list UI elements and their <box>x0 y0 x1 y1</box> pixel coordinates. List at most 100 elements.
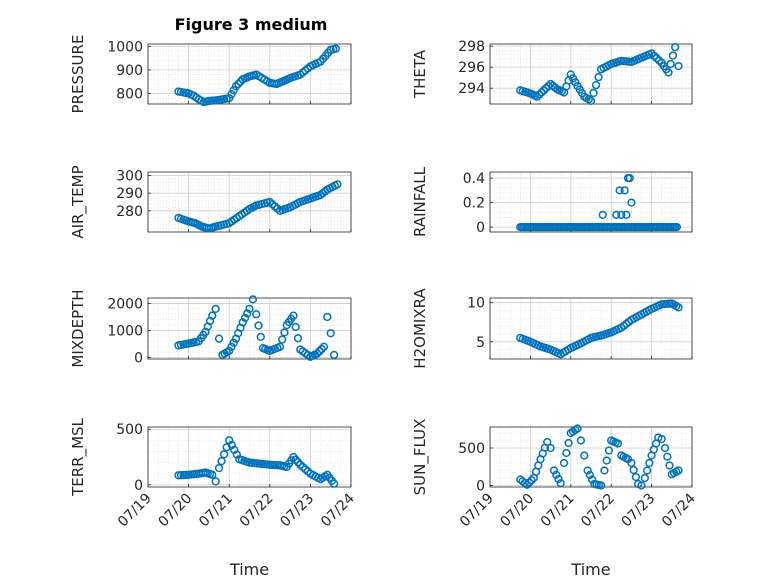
data-point <box>326 329 335 338</box>
data-point <box>660 443 670 453</box>
x-tick-label: 07/20 <box>497 491 537 531</box>
data-point <box>254 321 263 330</box>
data-point <box>602 456 611 465</box>
data-point <box>278 335 287 344</box>
data-point <box>289 311 298 320</box>
y-tick-label: 2000 <box>107 296 143 312</box>
y-tick-label: 1000 <box>107 39 143 55</box>
data-point <box>208 311 217 320</box>
data-point <box>222 443 231 452</box>
y-tick-label: 0 <box>134 478 143 494</box>
data-point <box>245 304 254 313</box>
data-point <box>620 186 629 195</box>
data-point <box>317 344 326 354</box>
data-point <box>663 452 672 461</box>
data-point <box>229 338 238 347</box>
y-tick-label: 0 <box>134 351 143 367</box>
data-point <box>625 173 634 183</box>
data-point <box>549 466 559 475</box>
data-point <box>243 309 252 318</box>
data-point <box>580 451 589 460</box>
y-axis-label: RAINFALL <box>411 166 429 237</box>
data-point <box>552 470 561 479</box>
data-point <box>562 448 571 458</box>
data-point <box>217 457 226 466</box>
figure-title: Figure 3 medium <box>175 15 328 34</box>
y-axis-label: SUN_FLUX <box>411 419 430 496</box>
panel-pressure: 800 900 1000 PRESSURE <box>69 35 352 114</box>
y-tick-label: 500 <box>116 422 143 438</box>
panel-rainfall: 0 0.2 0.4 RAINFALL <box>411 166 693 237</box>
panel-mixdepth: 0 1000 2000 MIXDEPTH <box>69 289 352 368</box>
data-point <box>319 342 329 351</box>
data-point <box>627 198 636 207</box>
panel-sun-flux: 0 500 07/19 07/20 07/21 07/22 07/23 07/24 SUN_FL… <box>411 419 699 579</box>
data-point <box>640 473 650 483</box>
data-point <box>586 96 596 105</box>
data-point <box>234 79 243 89</box>
data-point <box>546 443 555 453</box>
axes-box <box>489 171 693 233</box>
data-point <box>293 334 303 343</box>
data-point <box>329 350 339 360</box>
x-tick-label: 07/24 <box>659 490 699 530</box>
data-point <box>674 303 683 312</box>
data-point <box>219 450 229 459</box>
data-point <box>240 313 250 323</box>
data-point <box>522 480 532 489</box>
data-point <box>668 51 678 60</box>
data-point <box>333 180 342 189</box>
panel-theta: 294 296 298 THETA <box>411 39 693 105</box>
axes-box <box>147 43 352 105</box>
y-tick-label: 1000 <box>107 324 143 340</box>
data-point <box>329 479 339 488</box>
data-point <box>539 86 549 95</box>
data-point <box>629 465 638 475</box>
data-point <box>532 92 542 101</box>
data-point <box>280 328 289 337</box>
y-axis-label: THETA <box>411 49 429 99</box>
y-tick-label: 0 <box>476 220 485 236</box>
data-point <box>576 436 586 445</box>
data-point <box>631 472 641 482</box>
data-point <box>589 88 598 98</box>
data-point <box>627 458 636 468</box>
y-axis-label: PRESSURE <box>69 35 87 114</box>
data-point <box>556 479 565 488</box>
data-point <box>665 461 674 470</box>
data-point <box>227 342 236 351</box>
x-tick-label: 07/20 <box>156 491 196 531</box>
data-point <box>291 322 300 332</box>
data-point <box>559 458 569 468</box>
data-point <box>331 44 340 53</box>
x-axis-label: Time <box>229 560 269 579</box>
data-point <box>613 439 623 448</box>
y-axis-label: TERR_MSL <box>69 417 88 496</box>
data-point <box>637 481 646 490</box>
data-point <box>256 332 265 342</box>
y-tick-label: 0 <box>476 479 485 495</box>
axes-box <box>489 426 693 488</box>
data-point <box>211 477 220 486</box>
data-point <box>587 475 597 484</box>
data-point <box>313 349 322 358</box>
data-point <box>248 295 258 304</box>
data-point <box>615 186 624 195</box>
data-point <box>583 466 592 475</box>
data-point <box>666 59 675 69</box>
data-point <box>617 210 626 220</box>
data-point <box>612 210 621 220</box>
y-tick-label: 10 <box>467 296 485 312</box>
axes-box <box>147 171 352 233</box>
data-point <box>671 43 680 52</box>
data-point <box>674 466 683 475</box>
y-tick-label: 500 <box>458 441 485 457</box>
panel-terr-msl: 0 500 07/19 07/20 07/21 07/22 07/23 07/24 TERR_M… <box>69 417 358 579</box>
data-point <box>252 310 261 319</box>
data-point <box>657 434 666 444</box>
data-point <box>573 424 582 433</box>
data-point <box>645 458 654 468</box>
x-tick-label: 07/22 <box>237 491 277 531</box>
